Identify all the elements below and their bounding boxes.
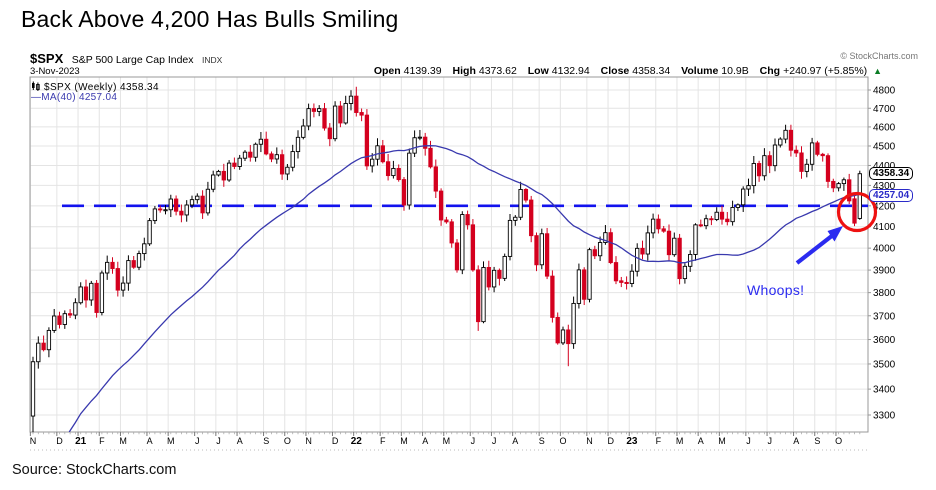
ma-legend: —MA(40) 4257.04: [31, 92, 118, 103]
svg-text:O: O: [284, 436, 291, 446]
stockcharts-copyright: © StockCharts.com: [840, 51, 918, 61]
svg-text:O: O: [559, 436, 566, 446]
symbol-ticker: $SPX: [30, 51, 64, 66]
x-axis-labels: N D 21 F M A M J J A S O N D 22 F M A M J J A S O N D 23 F M A M J J A S O: [30, 432, 861, 447]
svg-text:J: J: [195, 436, 200, 446]
svg-text:M: M: [443, 436, 451, 446]
svg-text:F: F: [380, 436, 386, 446]
symbol-exchange: INDX: [201, 55, 223, 65]
svg-text:J: J: [216, 436, 221, 446]
svg-text:M: M: [676, 436, 684, 446]
svg-text:D: D: [56, 436, 63, 446]
chg-value: +240.97 (+5.85%): [783, 65, 868, 77]
symbol-name: S&P 500 Large Cap Index: [71, 54, 194, 66]
svg-text:J: J: [746, 436, 751, 446]
svg-text:N: N: [30, 436, 37, 446]
svg-text:S: S: [539, 436, 545, 446]
high-label: High: [452, 65, 476, 77]
svg-text:J: J: [492, 436, 497, 446]
low-label: Low: [527, 65, 549, 77]
svg-text:3500: 3500: [873, 359, 896, 370]
svg-text:3300: 3300: [873, 411, 896, 422]
svg-text:A: A: [793, 436, 799, 446]
close-label: Close: [600, 65, 630, 77]
series-legend: $SPX (Weekly) 4358.34: [31, 81, 159, 93]
svg-text:4200: 4200: [873, 201, 896, 212]
source-caption: Source: StockCharts.com: [12, 462, 177, 478]
svg-text:4300: 4300: [873, 181, 896, 192]
grid-lines: [29, 77, 868, 432]
chg-label: Chg: [759, 65, 781, 77]
whoops-circle: [836, 191, 878, 233]
svg-text:A: A: [237, 436, 243, 446]
svg-text:22: 22: [351, 436, 363, 447]
low-value: 4132.94: [551, 65, 590, 77]
svg-text:3700: 3700: [873, 311, 896, 322]
chart-date: 3-Nov-2023: [30, 66, 80, 77]
svg-text:4100: 4100: [873, 222, 896, 233]
svg-text:A: A: [698, 436, 704, 446]
volume-label: Volume: [681, 65, 719, 77]
symbol-header: $SPX S&P 500 Large Cap Index INDX: [30, 50, 222, 68]
high-value: 4373.62: [478, 65, 517, 77]
svg-text:F: F: [656, 436, 662, 446]
svg-text:23: 23: [626, 436, 638, 447]
close-value: 4358.34: [632, 65, 671, 77]
svg-text:4500: 4500: [873, 141, 896, 152]
svg-text:4800: 4800: [873, 86, 896, 97]
svg-text:A: A: [422, 436, 428, 446]
svg-text:M: M: [718, 436, 726, 446]
page-title: Back Above 4,200 Has Bulls Smiling: [21, 6, 399, 32]
svg-text:A: A: [147, 436, 153, 446]
up-triangle-icon: ▲: [873, 66, 882, 76]
svg-text:M: M: [167, 436, 175, 446]
svg-text:N: N: [305, 436, 312, 446]
svg-text:3900: 3900: [873, 266, 896, 277]
y-axis-labels: 3300 3400 3500 3600 3700 3800 3900 4000 4100 4200…: [868, 86, 896, 422]
whoops-arrow: [795, 226, 843, 265]
svg-text:3600: 3600: [873, 335, 896, 346]
ma40-line: [68, 145, 860, 432]
svg-text:4000: 4000: [873, 244, 896, 255]
svg-text:D: D: [607, 436, 614, 446]
svg-text:J: J: [767, 436, 772, 446]
candlestick-series: [30, 86, 862, 433]
svg-text:A: A: [512, 436, 518, 446]
svg-text:4600: 4600: [873, 122, 896, 133]
svg-text:4400: 4400: [873, 161, 896, 172]
svg-text:M: M: [400, 436, 408, 446]
svg-text:3400: 3400: [873, 385, 896, 396]
svg-text:F: F: [99, 436, 105, 446]
volume-value: 10.9B: [721, 65, 749, 77]
svg-text:O: O: [835, 436, 842, 446]
svg-text:4700: 4700: [873, 104, 896, 115]
open-label: Open: [373, 65, 401, 77]
open-value: 4139.39: [403, 65, 442, 77]
ma-price-tag: 4257.04: [869, 189, 914, 202]
last-price-tag: 4358.34: [869, 167, 914, 180]
svg-text:S: S: [814, 436, 820, 446]
svg-text:M: M: [119, 436, 127, 446]
svg-text:S: S: [263, 436, 269, 446]
chart-tool-icon: [32, 81, 40, 91]
plot-border: [29, 76, 869, 433]
whoops-annotation: Whoops!: [747, 282, 805, 298]
ohlc-quote-row: Open 4139.39 High 4373.62 Low 4132.94 Close…: [374, 65, 882, 77]
svg-text:D: D: [332, 436, 339, 446]
svg-text:21: 21: [75, 436, 87, 447]
series-legend-label: $SPX (Weekly) 4358.34: [44, 82, 159, 93]
svg-text:N: N: [586, 436, 593, 446]
svg-text:3800: 3800: [873, 288, 896, 299]
svg-text:J: J: [471, 436, 476, 446]
